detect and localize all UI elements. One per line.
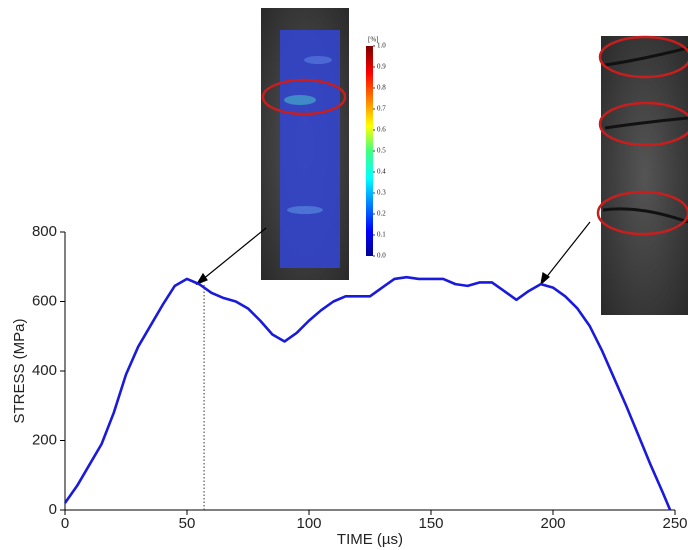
colorbar-tick-label: 0.1	[377, 231, 386, 239]
colorbar-tick-label: 0.7	[377, 105, 386, 113]
colorbar-tick-label: 0.4	[377, 168, 386, 176]
colorbar-label: [%]	[368, 36, 379, 44]
colorbar-tick-label: 0.0	[377, 252, 386, 260]
colorbar-tick-label: 0.6	[377, 126, 386, 134]
colorbar-tick-label: 0.3	[377, 189, 386, 197]
x-tick-label: 0	[61, 515, 69, 532]
colorbar-tick-label: 1.0	[377, 42, 386, 50]
y-tick-label: 600	[32, 292, 57, 309]
x-tick-label: 250	[662, 515, 687, 532]
y-tick-label: 400	[32, 362, 57, 379]
y-axis-label: STRESS (MPa)	[11, 318, 28, 423]
x-tick-label: 200	[540, 515, 565, 532]
inset-image-right	[596, 35, 688, 315]
colorbar-tick-label: 0.9	[377, 63, 386, 71]
x-tick-label: 100	[296, 515, 321, 532]
y-tick-label: 800	[32, 223, 57, 240]
x-tick-label: 50	[179, 515, 196, 532]
line-series	[63, 275, 672, 511]
y-tick-label: 200	[32, 431, 57, 448]
x-tick-label: 150	[418, 515, 443, 532]
y-tick-label: 0	[49, 501, 57, 518]
colorbar-tick-label: 0.2	[377, 210, 386, 218]
colorbar-tick-label: 0.5	[377, 147, 386, 155]
x-axis-label: TIME (µs)	[337, 531, 403, 548]
arrows	[195, 221, 591, 286]
colorbar-tick-label: 0.8	[377, 84, 386, 92]
colorbar: [%] 0.0 0.1 0.2 0.3 0.4 0.5 0.6 0.7 0.8 0.9 1.0	[366, 36, 386, 260]
inset-image-left	[261, 8, 349, 280]
